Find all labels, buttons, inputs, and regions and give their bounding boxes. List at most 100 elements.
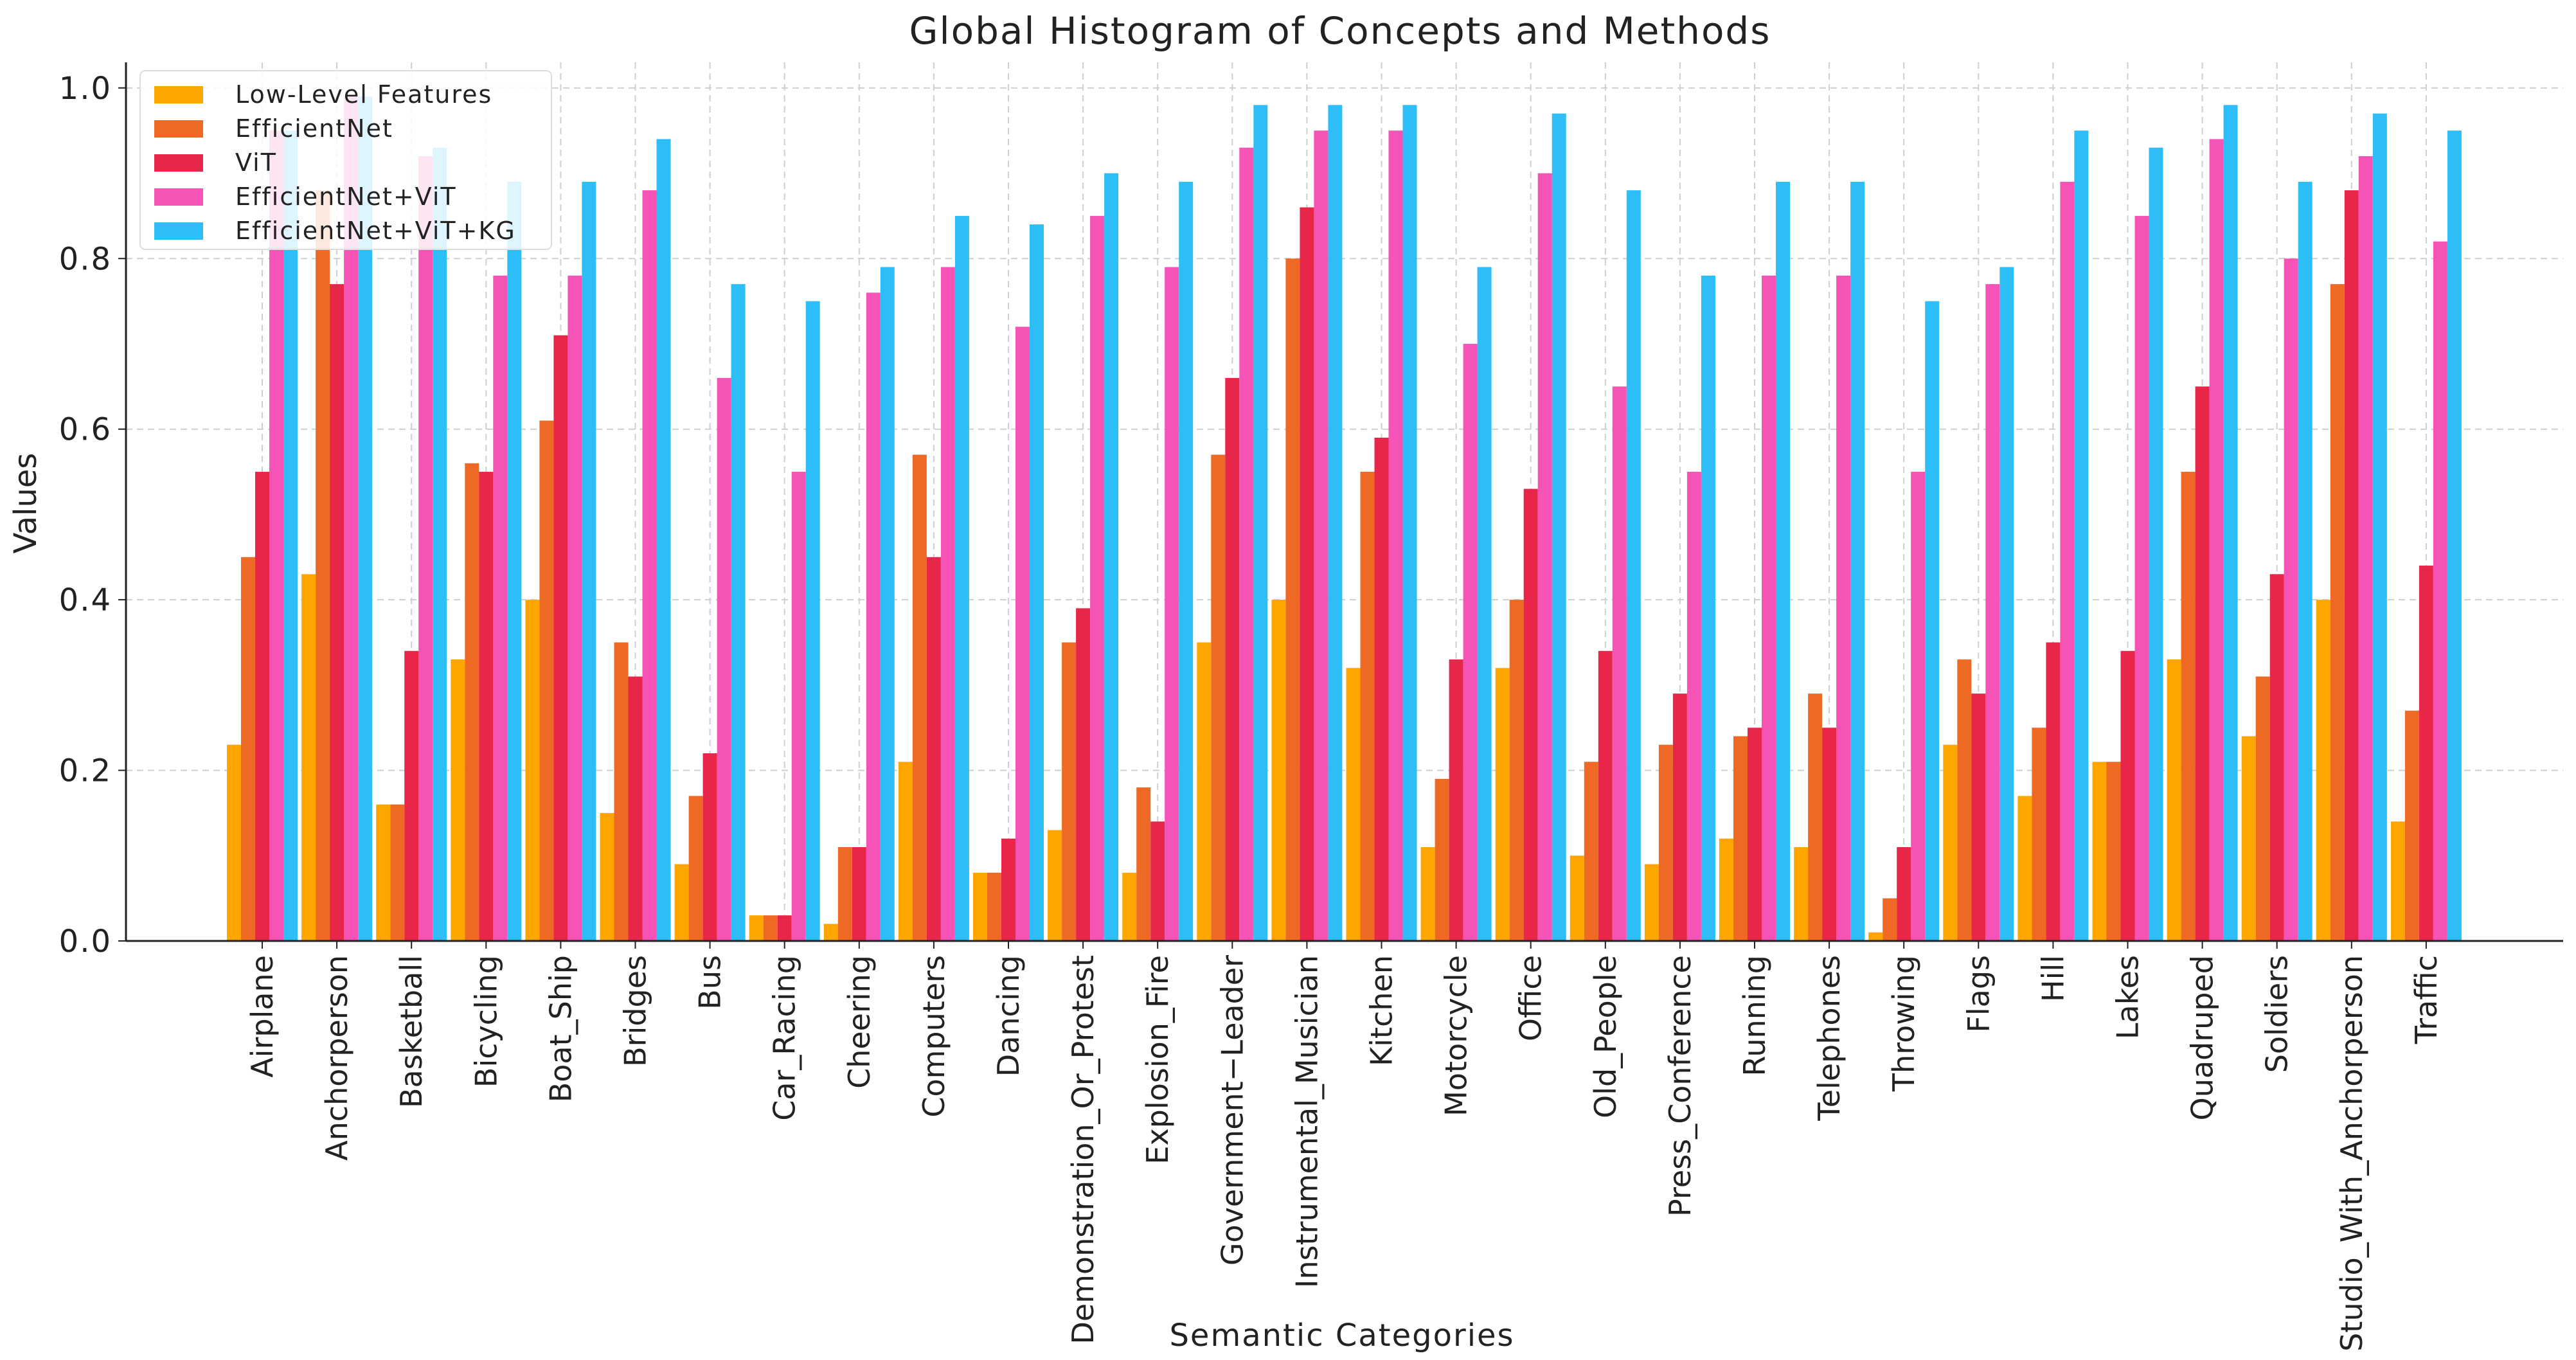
legend-swatch: [154, 222, 203, 240]
bar: [1794, 847, 1809, 941]
y-tick-label: 0.2: [59, 753, 112, 789]
bar: [1612, 386, 1627, 941]
x-tick-label: Explosion_Fire: [1140, 955, 1175, 1165]
bar: [2092, 762, 2107, 941]
bar: [2106, 762, 2121, 941]
bar: [731, 284, 746, 941]
legend-swatch: [154, 154, 203, 172]
legend-label: Low-Level Features: [235, 80, 492, 109]
bar: [283, 130, 298, 941]
bar: [987, 872, 1001, 941]
bar: [539, 420, 554, 941]
bar: [507, 181, 522, 942]
x-tick-label: Hill: [2035, 955, 2070, 1002]
bar: [241, 557, 255, 941]
bar: [2149, 147, 2163, 941]
bar: [1122, 872, 1137, 941]
bar: [1328, 105, 1343, 941]
x-axis-label: Semantic Categories: [1169, 1318, 1514, 1354]
bar: [1197, 642, 1212, 941]
x-tick-label: Instrumental_Musician: [1289, 955, 1324, 1288]
bar: [1402, 105, 1417, 941]
bar: [1388, 130, 1403, 941]
bar: [1104, 173, 1119, 942]
bar: [1626, 190, 1641, 942]
y-tick-label: 0.0: [59, 924, 112, 960]
x-tick-label: Boat_Ship: [543, 955, 578, 1102]
bar: [1672, 693, 1687, 941]
bar: [358, 96, 373, 941]
x-tick-label: Traffic: [2409, 955, 2444, 1044]
bar: [2419, 566, 2433, 941]
x-tick-label: Computers: [917, 955, 951, 1118]
bar: [1701, 275, 1715, 941]
bar: [791, 472, 806, 941]
bar: [568, 275, 582, 941]
bar: [582, 181, 596, 942]
bar: [2046, 642, 2061, 941]
x-tick-label: Telephones: [1812, 955, 1847, 1122]
x-tick-label: Flags: [1961, 955, 1996, 1033]
bar: [2330, 284, 2345, 941]
x-tick-label: Bus: [693, 955, 728, 1010]
bar: [1971, 693, 1986, 941]
bar: [600, 812, 614, 941]
x-tick-label: Government−Leader: [1215, 955, 1249, 1266]
bar: [1239, 147, 1254, 941]
bar: [898, 762, 913, 941]
bar: [2433, 241, 2447, 941]
bar: [2390, 821, 2405, 941]
bar: [269, 130, 283, 941]
bar: [1822, 728, 1837, 941]
bar: [2255, 676, 2270, 941]
bar: [674, 864, 689, 941]
bar: [1776, 181, 1790, 942]
bar: [525, 600, 540, 941]
bar: [2372, 113, 2387, 941]
x-tick-label: Basketball: [394, 955, 429, 1108]
bar: [1449, 659, 1463, 941]
legend-box: [139, 70, 552, 250]
bar: [376, 804, 391, 941]
bar: [404, 650, 419, 941]
bar: [316, 190, 330, 942]
bar: [940, 267, 955, 941]
y-axis-label: Values: [8, 453, 44, 554]
bar: [2032, 728, 2046, 941]
bar: [1537, 173, 1552, 942]
bar: [227, 744, 241, 941]
bar: [805, 301, 820, 941]
bar: [1150, 821, 1165, 941]
bar: [2404, 710, 2419, 941]
y-tick-label: 0.8: [59, 241, 112, 277]
bar: [1719, 838, 1733, 941]
bar: [1762, 275, 1776, 941]
bar: [1076, 608, 1091, 941]
legend-label: EfficientNet+ViT: [235, 183, 457, 211]
bar: [553, 335, 568, 941]
bar: [1048, 830, 1062, 941]
x-tick-label: Anchorperson: [319, 955, 354, 1161]
bar: [702, 753, 717, 941]
chart-title: Global Histogram of Concepts and Methods: [909, 9, 1771, 53]
bar: [479, 472, 494, 941]
x-tick-label: Bridges: [618, 955, 653, 1067]
bar: [823, 924, 838, 941]
bar: [1570, 855, 1584, 941]
bar: [837, 847, 852, 941]
bar: [255, 472, 269, 941]
bar: [1552, 113, 1566, 941]
bar: [2447, 130, 2462, 941]
bar: [1211, 454, 1226, 941]
bar: [1836, 275, 1851, 941]
bar: [1686, 472, 1701, 941]
bar: [301, 574, 316, 941]
bar: [1030, 224, 1044, 941]
bar: [1253, 105, 1268, 941]
y-tick-label: 1.0: [59, 71, 112, 107]
bar: [1598, 650, 1613, 941]
legend-label: ViT: [235, 148, 277, 177]
bar: [1509, 600, 1524, 941]
